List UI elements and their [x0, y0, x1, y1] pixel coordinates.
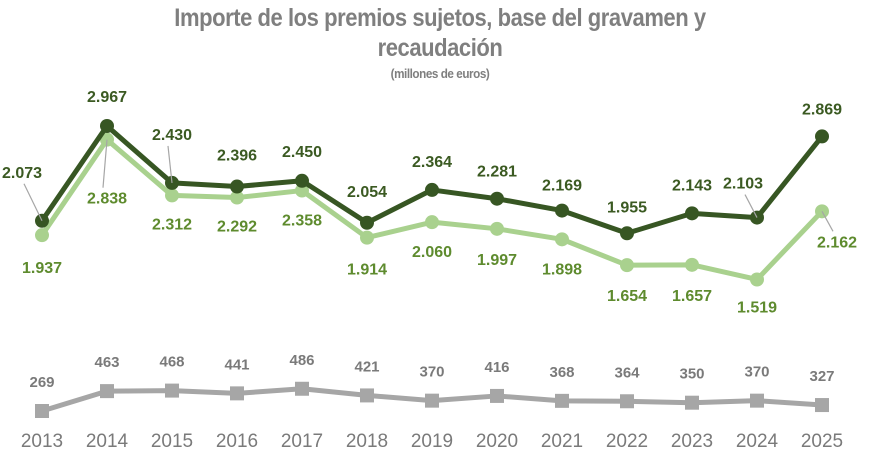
series-marker-1-2021 [555, 232, 569, 247]
series-marker-2-2020 [490, 388, 504, 403]
x-tick-label-2015: 2015 [151, 431, 193, 452]
series-marker-2-2022 [620, 394, 634, 409]
series-marker-0-2023 [685, 206, 699, 221]
series-marker-2-2018 [360, 388, 374, 403]
data-label-1-2023: 1.657 [672, 288, 712, 305]
series-marker-1-2019 [425, 215, 439, 230]
data-label-1-2022: 1.654 [607, 288, 647, 305]
data-label-0-2024: 2.103 [723, 176, 763, 193]
x-tick-label-2022: 2022 [606, 431, 648, 452]
series-marker-0-2018 [360, 215, 374, 230]
series-marker-1-2023 [685, 257, 699, 272]
data-label-1-2020: 1.997 [477, 252, 517, 269]
x-tick-label-2016: 2016 [216, 431, 258, 452]
data-label-1-2025: 2.162 [817, 234, 857, 251]
data-label-2-2025: 327 [809, 368, 834, 385]
data-label-2-2013: 269 [29, 374, 54, 391]
data-label-0-2021: 2.169 [542, 178, 582, 195]
series-marker-1-2015 [165, 188, 179, 203]
x-tick-label-2017: 2017 [281, 431, 323, 452]
data-label-0-2022: 1.955 [607, 199, 647, 216]
series-marker-1-2018 [360, 230, 374, 245]
data-label-1-2016: 2.292 [217, 219, 257, 236]
series-marker-2-2013 [35, 404, 49, 418]
data-label-2-2024: 370 [744, 364, 769, 381]
series-marker-1-2013 [35, 228, 49, 243]
series-marker-2-2024 [750, 393, 764, 408]
series-marker-0-2025 [815, 129, 829, 144]
leader-line-0-2024 [744, 194, 758, 218]
x-tick-label-2023: 2023 [671, 431, 713, 452]
chart-subtitle: (millones de euros) [390, 66, 490, 81]
x-tick-label-2025: 2025 [801, 431, 843, 452]
series-marker-1-2022 [620, 258, 634, 273]
series-marker-0-2021 [555, 203, 569, 218]
data-label-0-2020: 2.281 [477, 164, 517, 181]
series-marker-2-2019 [425, 393, 439, 408]
series-marker-0-2019 [425, 182, 439, 197]
data-label-2-2020: 416 [484, 359, 509, 376]
leader-line-0-2013 [23, 183, 43, 222]
series-marker-1-2020 [490, 221, 504, 236]
data-label-0-2023: 2.143 [672, 177, 712, 194]
series-marker-1-2017 [295, 183, 309, 198]
data-label-1-2015: 2.312 [152, 216, 192, 233]
data-label-2-2022: 364 [614, 364, 640, 381]
data-label-1-2021: 1.898 [542, 261, 582, 278]
series-marker-2-2014 [100, 384, 114, 399]
data-label-1-2024: 1.519 [737, 299, 777, 316]
x-tick-label-2021: 2021 [541, 431, 583, 452]
x-tick-label-2019: 2019 [411, 431, 453, 452]
data-label-0-2017: 2.450 [282, 144, 322, 161]
data-label-1-2018: 1.914 [347, 262, 387, 279]
data-label-0-2015: 2.430 [152, 127, 192, 144]
data-label-0-2016: 2.396 [217, 148, 257, 165]
data-label-2-2016: 441 [224, 356, 249, 373]
data-label-0-2018: 2.054 [347, 184, 387, 201]
x-tick-label-2013: 2013 [21, 431, 63, 452]
chart-title-line-2: recaudación [377, 34, 503, 62]
data-label-2-2015: 468 [159, 354, 184, 371]
x-tick-label-2018: 2018 [346, 431, 388, 452]
leader-line-1-2014 [102, 139, 108, 188]
data-label-1-2019: 2.060 [412, 244, 452, 261]
series-marker-0-2022 [620, 226, 634, 241]
series-marker-1-2016 [230, 190, 244, 205]
data-label-2-2018: 421 [354, 358, 379, 375]
series-marker-2-2025 [815, 398, 829, 413]
leader-line-1-2025 [821, 211, 834, 232]
series-marker-0-2016 [230, 179, 244, 194]
data-label-2-2017: 486 [289, 352, 314, 369]
series-marker-0-2020 [490, 191, 504, 206]
series-marker-2-2015 [165, 383, 179, 398]
series-marker-2-2017 [295, 381, 309, 396]
leader-line-0-2015 [167, 145, 173, 183]
data-label-0-2013: 2.073 [2, 165, 42, 182]
data-label-1-2017: 2.358 [282, 213, 322, 230]
series-marker-2-2016 [230, 386, 244, 401]
data-label-1-2014: 2.838 [87, 191, 127, 208]
data-label-0-2025: 2.869 [802, 101, 842, 118]
chart-title-line-1: Importe de los premios sujetos, base del… [174, 4, 706, 32]
series-marker-2-2021 [555, 393, 569, 408]
x-tick-label-2014: 2014 [86, 431, 129, 452]
series-marker-0-2014 [100, 119, 114, 133]
series-marker-0-2017 [295, 173, 309, 188]
data-label-2-2019: 370 [419, 364, 444, 381]
series-marker-1-2024 [750, 272, 764, 287]
data-label-2-2023: 350 [679, 366, 704, 383]
x-tick-label-2020: 2020 [476, 431, 518, 452]
data-label-1-2013: 1.937 [22, 260, 62, 277]
data-label-0-2019: 2.364 [412, 154, 452, 171]
x-tick-label-2024: 2024 [736, 431, 779, 452]
data-label-2-2014: 463 [94, 354, 119, 371]
data-label-2-2021: 368 [549, 364, 574, 381]
series-marker-2-2023 [685, 395, 699, 410]
data-label-0-2014: 2.967 [87, 89, 127, 106]
